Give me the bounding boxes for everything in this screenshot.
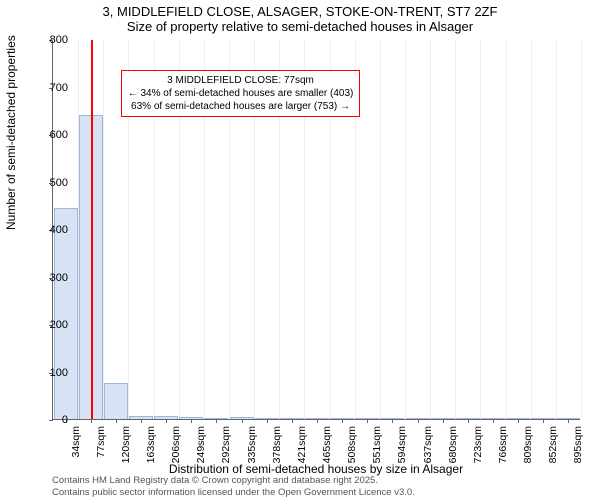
y-tick-label: 0: [62, 414, 68, 426]
y-axis-label: Number of semi-detached properties: [4, 35, 18, 230]
y-tick-label: 100: [50, 367, 68, 379]
y-tick-label: 400: [50, 224, 68, 236]
title-block: 3, MIDDLEFIELD CLOSE, ALSAGER, STOKE-ON-…: [0, 0, 600, 34]
bar: [104, 383, 128, 419]
y-tick-label: 700: [50, 82, 68, 94]
property-marker-line: [91, 40, 93, 419]
plot-region: 34sqm77sqm120sqm163sqm206sqm249sqm292sqm…: [52, 40, 580, 420]
footer-line-1: Contains HM Land Registry data © Crown c…: [52, 475, 415, 486]
x-axis-label: Distribution of semi-detached houses by …: [52, 462, 580, 476]
chart-area: 34sqm77sqm120sqm163sqm206sqm249sqm292sqm…: [52, 40, 580, 420]
title-line-1: 3, MIDDLEFIELD CLOSE, ALSAGER, STOKE-ON-…: [0, 4, 600, 19]
annotation-box: 3 MIDDLEFIELD CLOSE: 77sqm← 34% of semi-…: [121, 70, 361, 117]
annotation-line-3: 63% of semi-detached houses are larger (…: [128, 100, 354, 113]
footer-line-2: Contains public sector information licen…: [52, 487, 415, 498]
annotation-line-2: ← 34% of semi-detached houses are smalle…: [128, 87, 354, 100]
attribution-footer: Contains HM Land Registry data © Crown c…: [52, 475, 415, 498]
chart-container: 3, MIDDLEFIELD CLOSE, ALSAGER, STOKE-ON-…: [0, 0, 600, 500]
title-line-2: Size of property relative to semi-detach…: [0, 19, 600, 34]
y-tick-label: 300: [50, 272, 68, 284]
bar: [54, 208, 78, 419]
y-tick-label: 200: [50, 319, 68, 331]
y-tick-label: 600: [50, 129, 68, 141]
y-tick-label: 500: [50, 177, 68, 189]
y-tick-label: 800: [50, 34, 68, 46]
annotation-line-1: 3 MIDDLEFIELD CLOSE: 77sqm: [128, 74, 354, 87]
